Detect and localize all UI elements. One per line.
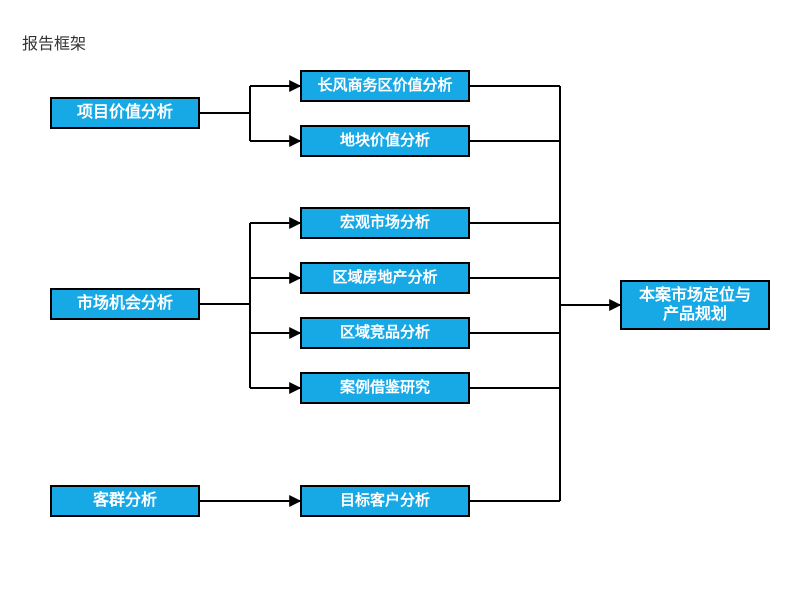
node-n2: 市场机会分析 — [50, 288, 200, 320]
node-m7: 目标客户分析 — [300, 485, 470, 517]
node-m2: 地块价值分析 — [300, 125, 470, 157]
node-m6: 案例借鉴研究 — [300, 372, 470, 404]
node-m1: 长风商务区价值分析 — [300, 70, 470, 102]
node-m5: 区域竞品分析 — [300, 317, 470, 349]
diagram-title: 报告框架 — [22, 30, 86, 54]
node-m4: 区域房地产分析 — [300, 262, 470, 294]
node-out: 本案市场定位与 产品规划 — [620, 280, 770, 330]
node-m3: 宏观市场分析 — [300, 207, 470, 239]
node-n1: 项目价值分析 — [50, 97, 200, 129]
node-n3: 客群分析 — [50, 485, 200, 517]
